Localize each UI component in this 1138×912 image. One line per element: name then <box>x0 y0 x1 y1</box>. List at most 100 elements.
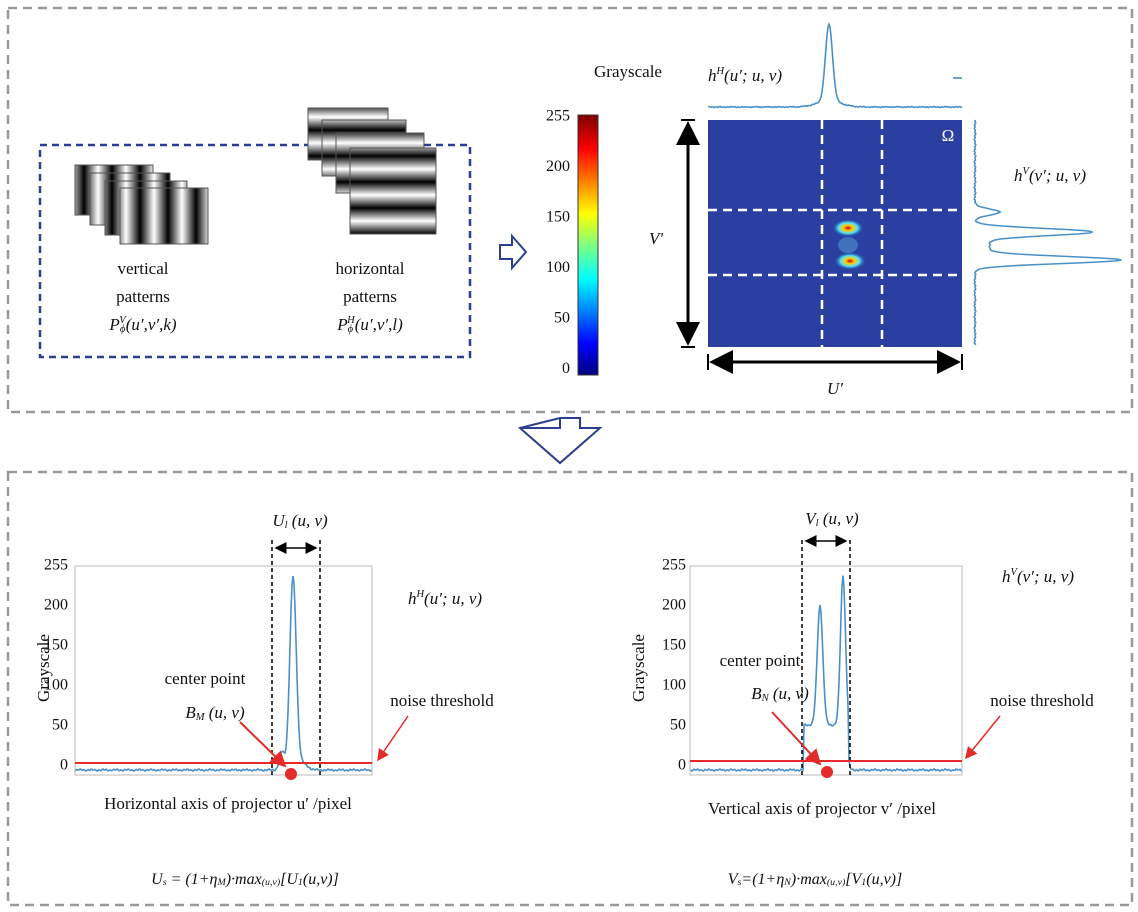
formula-part: = (1+η <box>167 871 218 888</box>
blob-halo <box>838 237 858 253</box>
formula-part: (u, v) <box>769 684 809 703</box>
formula: hV(v′; u, v) <box>1014 166 1086 185</box>
formula-part: (u,v) <box>827 877 845 888</box>
formula-part: s <box>738 877 742 888</box>
formula: hH(u′; u, v) <box>708 66 782 85</box>
formula-part: ϕ <box>120 324 126 335</box>
horizontal-pattern-stack <box>307 107 437 235</box>
formula-part: V <box>1011 567 1019 578</box>
colorbar-tick-label: 50 <box>554 310 570 327</box>
formula-part: )·max <box>790 871 827 888</box>
formula-part: =(1+η <box>741 871 784 888</box>
row-axis-label: V' <box>649 229 663 248</box>
formula: Ul (u, v) <box>272 511 328 531</box>
threshold-label: noise threshold <box>390 691 494 710</box>
colorbar-title: Grayscale <box>594 62 662 81</box>
formula-part: (u′; u, v) <box>724 66 782 85</box>
formula-part: [U <box>280 871 299 888</box>
top-frame <box>6 6 1134 414</box>
y-tick-label: 150 <box>44 637 68 654</box>
colorbar-tick-label: 150 <box>546 209 570 226</box>
formula-part: h <box>408 589 417 608</box>
y-tick-label: 0 <box>60 757 68 774</box>
center-dot <box>821 766 833 778</box>
formula: Vs=(1+ηN)·max(u,v)[V1(u,v)] <box>728 871 902 889</box>
center-dot <box>285 768 297 780</box>
center-point-label: center point <box>720 651 801 670</box>
y-tick-label: 150 <box>662 637 686 654</box>
formula-part: l <box>816 518 819 529</box>
formula: BM (u, v) <box>185 703 245 723</box>
profiles <box>74 21 1122 773</box>
formula-part: (u′; u, v) <box>424 589 482 608</box>
formula: PϕH(u′,v′,l) <box>336 315 403 335</box>
formula-part: )·max <box>225 871 262 888</box>
formula-part: (u, v) <box>288 511 328 530</box>
pattern-box <box>38 143 472 359</box>
y-axis-label: Grayscale <box>629 634 648 702</box>
formula-part: 1 <box>298 877 303 888</box>
formula-part: (u,v) <box>262 877 280 888</box>
image <box>708 120 962 347</box>
column-profile <box>707 21 963 109</box>
formula-part: (v′; u, v) <box>1029 166 1086 185</box>
y-tick-label: 255 <box>44 557 68 574</box>
threshold-arrow <box>377 715 409 762</box>
formula: hV(v′; u, v) <box>1002 567 1074 586</box>
center-arrow <box>771 711 822 766</box>
center-arrow <box>239 721 287 768</box>
y-tick-label: 50 <box>52 717 68 734</box>
y-axis-label: Grayscale <box>34 634 53 702</box>
label: vertical <box>118 259 169 278</box>
formula-part: U <box>272 511 286 530</box>
label: patterns <box>343 287 397 306</box>
formula-part: (u,v)] <box>866 871 902 888</box>
formula-part: s <box>163 877 167 888</box>
row-profile <box>973 119 1122 346</box>
formula: PϕV(u′,v′,k) <box>108 315 176 335</box>
y-tick-label: 200 <box>44 597 68 614</box>
formula-part: H <box>346 315 356 326</box>
blob <box>834 252 866 270</box>
y-tick-label: 100 <box>662 677 686 694</box>
formula-part: M <box>195 712 206 723</box>
formula-part: (u, v) <box>819 509 859 528</box>
formula-part: (u′,v′,k) <box>126 315 177 334</box>
center-point-label: center point <box>165 669 246 688</box>
threshold-label: noise threshold <box>990 691 1094 710</box>
formula-part: N <box>783 877 792 888</box>
formula-part: P <box>336 315 347 334</box>
formula-part: h <box>1014 166 1023 185</box>
formula-part: N <box>761 693 770 704</box>
region-label: Ω <box>942 126 955 145</box>
col-axis-label: U' <box>827 379 843 398</box>
x-axis-label: Horizontal axis of projector u′ /pixel <box>104 794 352 813</box>
y-tick-label: 200 <box>662 597 686 614</box>
blob <box>832 219 864 237</box>
formula-part: M <box>216 877 226 888</box>
formula-part: 1 <box>861 877 866 888</box>
formula-part: U <box>151 871 164 888</box>
formula-part: V <box>119 315 127 326</box>
formula-part: (u,v)] <box>303 871 339 888</box>
right-profile <box>689 575 963 773</box>
formula-part: (u, v) <box>205 703 245 722</box>
formula: hH(u′; u, v) <box>408 589 482 608</box>
right-arrow <box>499 233 528 271</box>
colorbar <box>577 114 599 376</box>
y-tick-label: 0 <box>678 757 686 774</box>
formula: Us = (1+ηM)·max(u,v)[U1(u,v)] <box>151 871 339 889</box>
down-arrow <box>517 417 603 465</box>
threshold-arrow <box>965 715 1001 760</box>
formula-part: P <box>108 315 119 334</box>
formula-part: H <box>415 589 425 600</box>
formula: BN (u, v) <box>751 684 809 704</box>
colorbar-tick-label: 255 <box>546 108 570 125</box>
formula-part: B <box>185 703 196 722</box>
bottom-frame <box>6 470 1134 907</box>
label: horizontal <box>336 259 405 278</box>
y-tick-label: 255 <box>662 557 686 574</box>
formula-part: h <box>708 66 717 85</box>
formula-part: l <box>285 520 288 531</box>
right-plot-frame <box>689 565 963 776</box>
